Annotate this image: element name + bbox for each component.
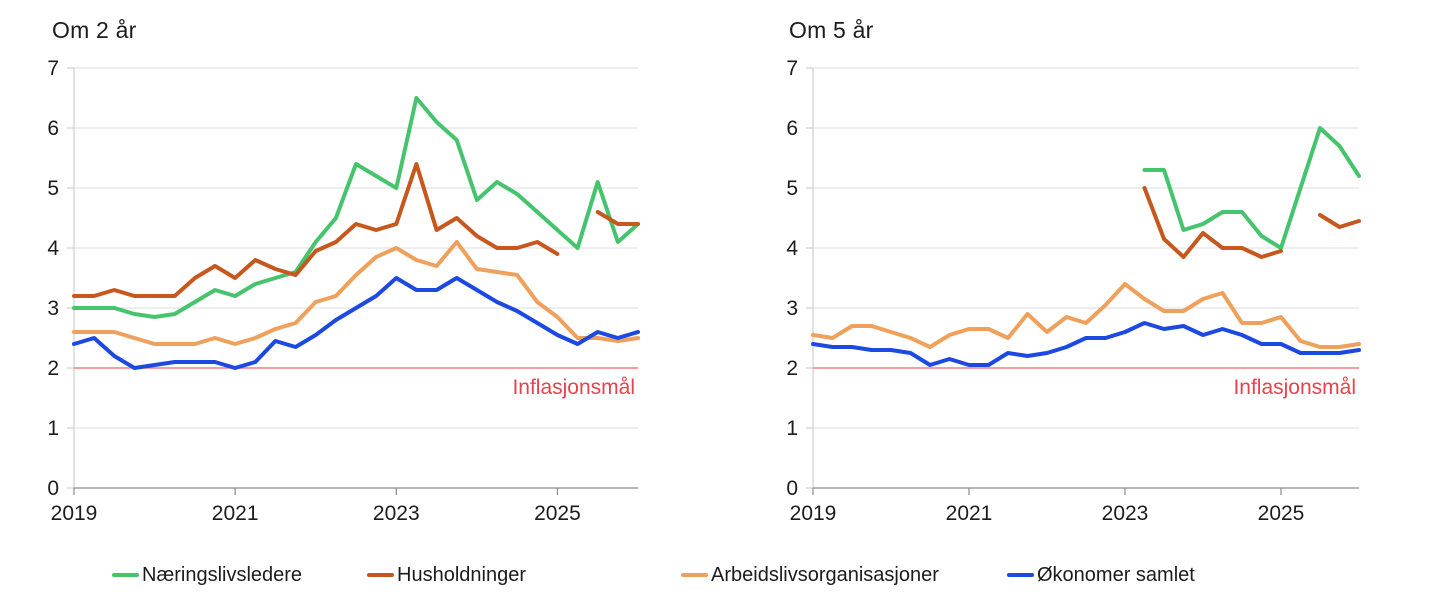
- inflation-target-label: Inflasjonsmål: [1233, 376, 1356, 399]
- x-tick-label: 2023: [1102, 502, 1149, 525]
- legend-label: Husholdninger: [397, 563, 526, 586]
- y-tick-label: 4: [786, 237, 798, 260]
- series-line-orange: [72, 240, 640, 346]
- inflation-target-label: Inflasjonsmål: [512, 376, 635, 399]
- y-tick-label: 0: [786, 477, 798, 500]
- series-line-rust: [72, 162, 640, 298]
- y-tick-label: 5: [47, 177, 59, 200]
- y-tick-label: 7: [786, 57, 798, 80]
- x-tick-label: 2021: [212, 502, 259, 525]
- legend-label: Økonomer samlet: [1037, 563, 1195, 586]
- legend-item-rust: Husholdninger: [367, 560, 526, 590]
- series-line-green: [1142, 126, 1361, 250]
- y-tick-label: 1: [47, 417, 59, 440]
- x-tick-label: 2019: [790, 502, 837, 525]
- legend-item-green: Næringslivsledere: [112, 560, 302, 590]
- legend-item-blue: Økonomer samlet: [1007, 560, 1195, 590]
- legend-label: Arbeidslivsorganisasjoner: [711, 563, 939, 586]
- y-tick-label: 0: [47, 477, 59, 500]
- y-tick-label: 1: [786, 417, 798, 440]
- y-tick-label: 4: [47, 237, 59, 260]
- series-line-orange: [811, 282, 1361, 349]
- y-tick-label: 3: [786, 297, 798, 320]
- series-line-blue: [72, 276, 640, 370]
- x-tick-label: 2023: [373, 502, 420, 525]
- y-tick-label: 6: [47, 117, 59, 140]
- y-tick-label: 2: [47, 357, 59, 380]
- y-tick-label: 5: [786, 177, 798, 200]
- x-tick-label: 2019: [51, 502, 98, 525]
- legend: Næringslivsledere Husholdninger Arbeidsliv…: [0, 560, 1445, 594]
- x-tick-label: 2025: [1258, 502, 1305, 525]
- series-line-rust: [1142, 186, 1361, 259]
- y-tick-label: 2: [786, 357, 798, 380]
- chart-title-om-5-ar: Om 5 år: [789, 17, 874, 43]
- legend-swatch-rust: [367, 572, 394, 578]
- x-tick-label: 2021: [946, 502, 993, 525]
- x-tick-label: 2025: [534, 502, 581, 525]
- series-line-green: [72, 96, 640, 319]
- y-tick-label: 3: [47, 297, 59, 320]
- legend-item-orange: Arbeidslivsorganisasjoner: [681, 560, 939, 590]
- y-tick-label: 6: [786, 117, 798, 140]
- legend-label: Næringslivsledere: [142, 563, 303, 586]
- legend-swatch-orange: [681, 572, 708, 578]
- y-tick-label: 7: [47, 57, 59, 80]
- series-line-blue: [811, 321, 1361, 367]
- chart-title-om-2-ar: Om 2 år: [52, 17, 137, 43]
- legend-swatch-green: [112, 572, 139, 578]
- legend-swatch-blue: [1007, 572, 1034, 578]
- charts-canvas: 0 1 2 3 4 5 6 7 2019 2021 2023 2025 Inflasjonsmål 0 1 2…: [47, 57, 1361, 525]
